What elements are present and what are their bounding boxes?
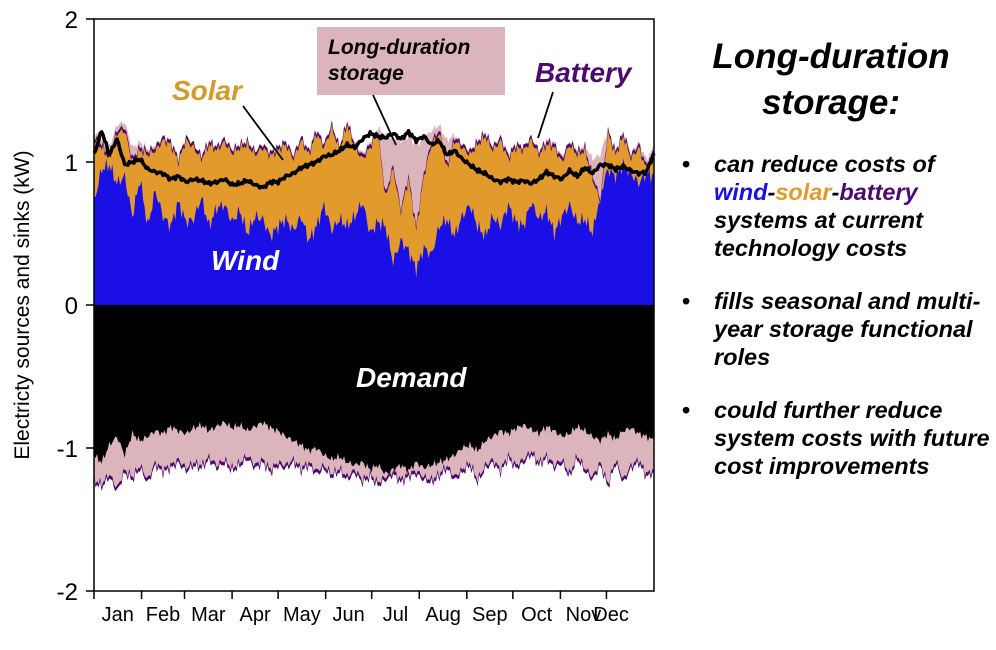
chart-areas: [92, 120, 656, 492]
y-tick-label: 0: [65, 293, 78, 320]
demand-area: [94, 305, 654, 475]
x-tick-label: Jan: [102, 604, 134, 626]
wind-area: [94, 158, 654, 305]
bullet-item: • can reduce costs of wind-solar-battery…: [672, 150, 990, 262]
x-tick-label: Jun: [333, 604, 365, 626]
wind-word: wind: [714, 179, 768, 205]
x-tick-label: Dec: [593, 604, 629, 626]
battery-label: Battery: [535, 57, 633, 88]
y-axis: 2 1 0 -1 -2: [57, 7, 78, 606]
lds-label-box: [317, 27, 505, 95]
x-tick-label: Mar: [191, 604, 226, 626]
summary-bullets: • can reduce costs of wind-solar-battery…: [672, 150, 990, 480]
bullet-text: systems at current technology costs: [714, 207, 923, 261]
y-tick-label: 1: [65, 150, 78, 177]
y-tick-label: 2: [65, 7, 78, 34]
x-tick-label: Aug: [425, 604, 461, 626]
lds-label-line2: storage: [328, 62, 404, 85]
battery-word: battery: [839, 179, 918, 205]
y-tick-label: -1: [57, 436, 78, 463]
dash: -: [767, 179, 776, 205]
bullet-text: fills seasonal and multi-year storage fu…: [714, 288, 981, 370]
x-tick-label: Nov: [566, 604, 602, 626]
bullet-item: • could further reduce system costs with…: [672, 396, 990, 480]
bullet-icon: •: [682, 397, 691, 423]
bullet-icon: •: [682, 151, 691, 177]
plot-frame: [86, 18, 655, 592]
bullet-text: can reduce costs of: [714, 151, 935, 177]
x-tick-label: May: [283, 604, 321, 626]
x-tick-label: Oct: [521, 604, 553, 626]
lds-label-line1: Long-duration: [328, 36, 470, 59]
summary-title: Long-duration storage:: [672, 34, 990, 126]
solar-word: solar: [775, 179, 832, 205]
bullet-icon: •: [682, 288, 691, 314]
bullet-text: could further reduce system costs with f…: [714, 397, 990, 479]
x-tick-label: Sep: [472, 604, 508, 626]
dash: -: [831, 179, 840, 205]
summary-title-line2: storage:: [761, 83, 901, 122]
y-axis-label: Electricty sources and sinks (kW): [11, 150, 34, 459]
y-tick-label: -2: [57, 579, 78, 606]
lds-pointer-line: [372, 94, 397, 146]
x-tick-label: Jul: [383, 604, 409, 626]
solar-pointer-line: [242, 105, 284, 161]
x-tick-label: Apr: [240, 604, 271, 626]
battery-pointer-line: [537, 91, 554, 139]
summary-panel: Long-duration storage: • can reduce cost…: [672, 34, 990, 505]
energy-balance-chart: 2 1 0 -1 -2 Electricty sources and sinks…: [11, 7, 656, 626]
solar-label: Solar: [172, 75, 244, 106]
wind-label: Wind: [211, 245, 280, 276]
x-tick-label: Feb: [146, 604, 180, 626]
bullet-item: • fills seasonal and multi-year storage …: [672, 287, 990, 371]
storage-level-line: [92, 128, 656, 190]
summary-title-line1: Long-duration: [712, 37, 950, 76]
demand-label: Demand: [356, 362, 467, 393]
